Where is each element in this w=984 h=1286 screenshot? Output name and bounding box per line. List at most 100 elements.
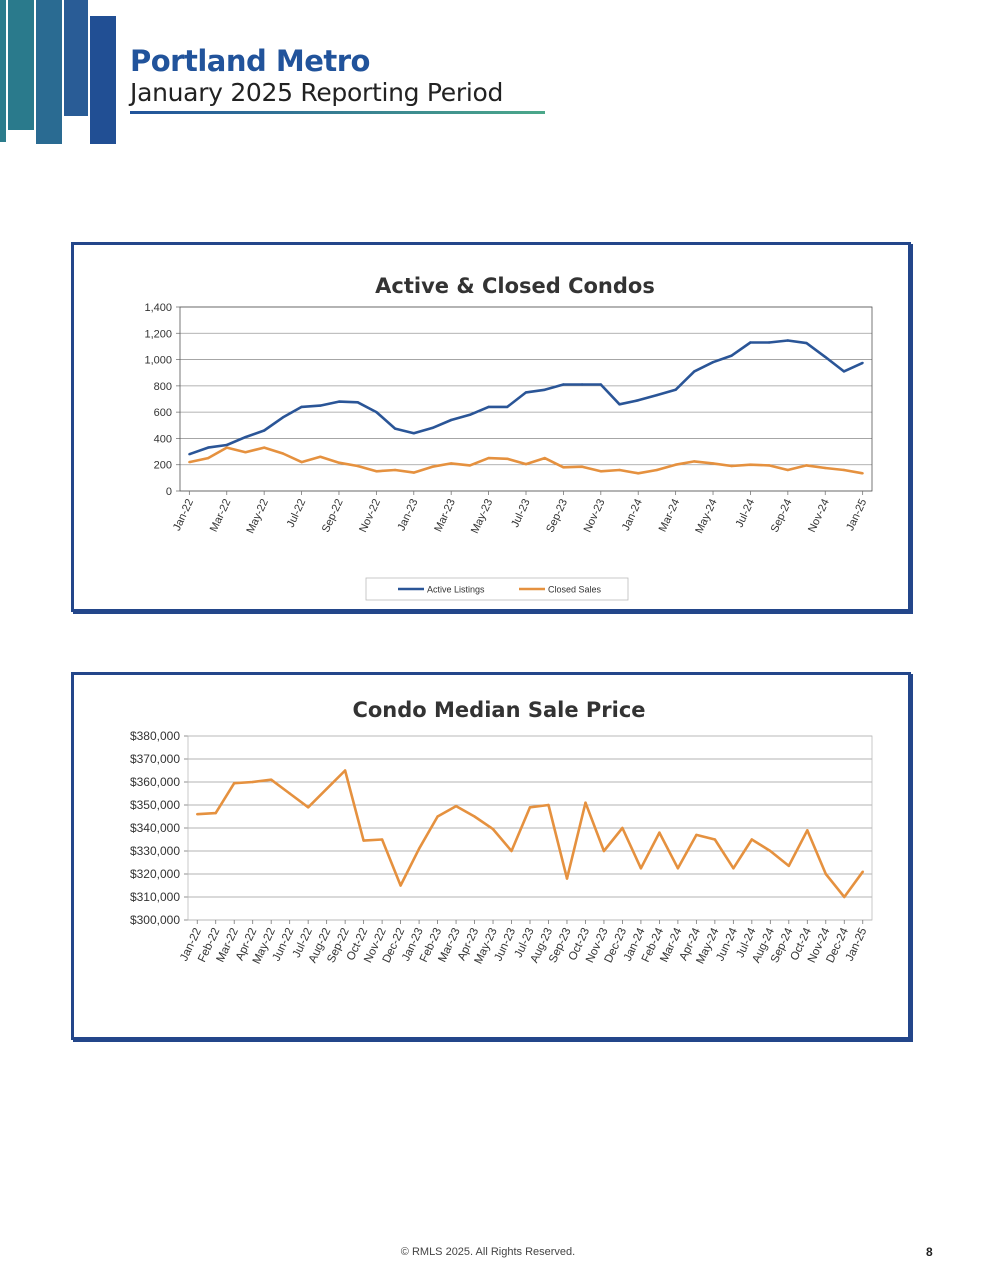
data-point	[599, 383, 602, 386]
data-point	[655, 393, 659, 397]
data-point	[730, 354, 733, 357]
data-point	[491, 827, 495, 831]
data-point	[206, 446, 210, 449]
legend-label-1: Active Listings	[427, 585, 485, 595]
data-point	[565, 877, 569, 880]
data-point	[805, 464, 808, 467]
data-point	[524, 391, 528, 394]
data-point	[337, 400, 341, 403]
series-line-2	[189, 446, 863, 475]
x-tick-label: Jan-24	[620, 497, 645, 533]
data-point	[584, 801, 587, 804]
y-tick-label: $320,000	[130, 867, 180, 881]
x-tick-label: Jul-22	[285, 497, 309, 529]
x-tick-label: May-24	[693, 497, 719, 535]
header-bar-5	[90, 16, 116, 144]
y-tick-label: $380,000	[130, 729, 180, 743]
data-point	[431, 465, 434, 468]
data-point	[621, 826, 624, 830]
data-point	[337, 461, 341, 464]
data-point	[473, 815, 476, 818]
data-point	[487, 456, 490, 460]
chart-title: Condo Median Sale Price	[352, 698, 645, 722]
data-point	[375, 470, 378, 473]
data-point	[281, 452, 285, 455]
data-point	[417, 847, 421, 850]
y-tick-label: 1,200	[144, 328, 172, 340]
data-point	[674, 463, 677, 466]
data-point	[543, 456, 546, 460]
y-tick-label: 600	[154, 407, 172, 419]
data-point	[188, 460, 191, 464]
data-point	[225, 446, 228, 449]
data-point	[506, 405, 509, 409]
y-tick-label: $330,000	[130, 844, 180, 858]
data-point	[362, 839, 365, 842]
data-point	[506, 457, 509, 460]
data-point	[786, 339, 789, 342]
data-point	[319, 455, 322, 458]
data-point	[767, 341, 771, 344]
y-tick-label: 400	[154, 433, 172, 445]
data-point	[787, 864, 790, 868]
legend: Active Listings Closed Sales	[365, 577, 629, 601]
data-point	[730, 464, 733, 468]
data-point	[637, 399, 640, 402]
page-number: 8	[926, 1245, 933, 1259]
data-point	[562, 383, 565, 386]
data-point	[749, 341, 752, 344]
data-point	[450, 418, 453, 422]
data-point	[399, 884, 402, 887]
x-tick-label: Mar-24	[657, 497, 683, 534]
median-price-chart: Condo Median Sale Price $300,000 $310,000 $…	[130, 698, 873, 966]
y-tick-label: $350,000	[130, 798, 180, 812]
data-point	[225, 443, 228, 447]
data-point	[214, 811, 217, 815]
y-tick-label: 200	[154, 460, 172, 472]
data-point	[658, 831, 661, 834]
header-bar-4	[64, 0, 88, 116]
data-point	[767, 464, 771, 467]
data-point	[824, 355, 827, 359]
series-line-1	[188, 339, 864, 456]
data-point	[307, 806, 310, 809]
data-point	[732, 867, 735, 870]
data-point	[602, 849, 606, 853]
data-point	[618, 468, 621, 472]
data-point	[468, 464, 472, 467]
data-point	[693, 460, 696, 463]
data-point	[270, 778, 273, 781]
data-point	[824, 872, 827, 876]
x-tick-label: Sep-23	[544, 497, 570, 534]
active-closed-chart: Active & Closed Condos 0 200 400 600 800 1,000…	[144, 274, 873, 601]
data-point	[547, 803, 550, 807]
data-point	[251, 780, 254, 784]
data-point	[233, 782, 236, 785]
page-title: Portland Metro	[130, 44, 370, 78]
data-point	[842, 370, 846, 373]
data-point	[244, 451, 247, 454]
data-point	[412, 432, 415, 435]
data-point	[580, 383, 584, 386]
chart-title: Active & Closed Condos	[375, 274, 655, 298]
x-tick-label: Sep-24	[769, 497, 795, 534]
data-point	[375, 410, 378, 414]
y-tick-label: $340,000	[130, 821, 180, 835]
data-point	[454, 804, 458, 808]
data-point	[655, 468, 659, 472]
y-tick-label: 1,400	[144, 302, 172, 314]
data-point	[244, 435, 247, 439]
data-point	[325, 787, 328, 791]
data-point	[300, 460, 303, 464]
x-tick-label: Jan-22	[171, 497, 196, 533]
data-point	[750, 838, 753, 841]
data-point	[412, 471, 415, 474]
data-point	[786, 468, 789, 472]
chart-panel-median-price: Condo Median Sale Price $300,000 $310,000 $…	[71, 672, 911, 1040]
data-point	[288, 792, 291, 795]
data-point	[599, 470, 602, 473]
y-tick-label: 1,000	[144, 355, 172, 367]
data-point	[713, 838, 717, 841]
series-line-1	[197, 769, 864, 899]
data-point	[468, 413, 472, 416]
